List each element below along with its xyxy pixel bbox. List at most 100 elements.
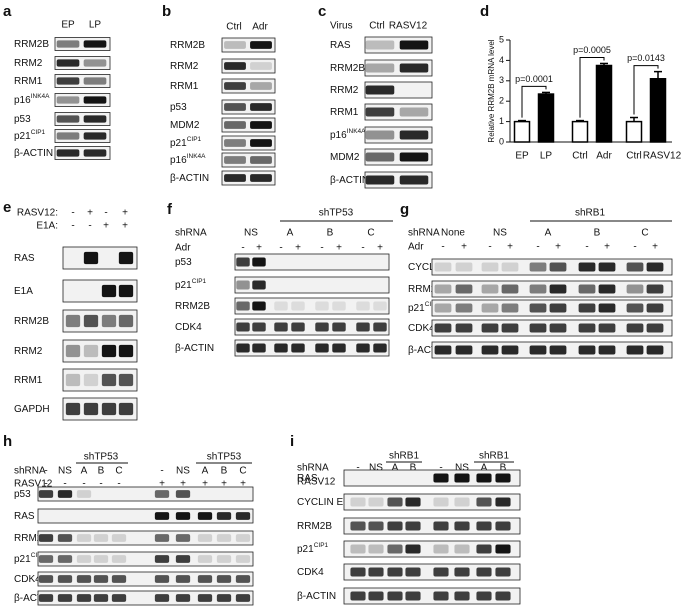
row-label: RRM2B: [170, 40, 205, 51]
band: [250, 121, 272, 129]
row-label-text: RRM2: [170, 61, 199, 72]
band: [578, 284, 596, 294]
band: [365, 175, 395, 185]
band: [235, 575, 251, 583]
row-label: RRM2B: [408, 284, 443, 295]
blot-strip: [62, 368, 138, 392]
group-label: shRB1: [389, 451, 419, 462]
row-label: CYCLIN E: [297, 497, 343, 508]
row-label: RRM2: [14, 58, 43, 69]
band: [578, 323, 596, 333]
row-label: p53: [14, 489, 31, 500]
band: [529, 262, 547, 272]
condition-value: NS: [455, 463, 469, 474]
blot-strip: [343, 587, 521, 605]
band: [216, 512, 232, 520]
band: [368, 591, 384, 601]
significance-bracket: [521, 85, 547, 118]
band: [154, 490, 170, 498]
condition-value: NS: [493, 228, 507, 239]
row-label-sup: INK4A: [31, 93, 50, 100]
band: [332, 343, 346, 353]
condition-value: +: [604, 242, 610, 253]
error-bar: [654, 70, 662, 79]
condition-label: shRNA: [14, 466, 46, 477]
band: [175, 490, 191, 498]
band: [365, 63, 395, 73]
blot-strip: [343, 563, 521, 581]
band: [57, 555, 73, 563]
band: [250, 41, 272, 49]
row-label-text: MDM2: [330, 152, 360, 163]
band: [598, 345, 616, 355]
band: [454, 497, 470, 507]
band: [481, 345, 499, 355]
condition-value: -: [441, 242, 444, 253]
band: [578, 262, 596, 272]
band: [476, 544, 492, 554]
band: [83, 77, 107, 85]
band: [57, 534, 73, 542]
group-label: shTP53: [207, 452, 242, 463]
row-label: p53: [170, 102, 187, 113]
condition-value: Ctrl: [369, 21, 385, 32]
condition-value: A: [481, 463, 488, 474]
condition-value: -: [71, 208, 74, 219]
row-label: p21CIP1: [170, 136, 202, 148]
condition-value: NS: [244, 228, 258, 239]
condition-value: +: [122, 208, 128, 219]
band: [175, 594, 191, 602]
band: [433, 544, 449, 554]
band: [111, 555, 127, 563]
band: [118, 402, 134, 416]
condition-value: -: [356, 463, 359, 474]
significance-bracket: [579, 56, 605, 118]
row-label: p53: [175, 257, 192, 268]
row-label-text: RRM2B: [408, 284, 443, 295]
condition-value: Adr: [252, 22, 268, 33]
row-label-text: p21: [170, 138, 187, 149]
row-label-text: p53: [170, 102, 187, 113]
row-label-text: p21: [14, 554, 31, 565]
blot-strip: [234, 253, 390, 271]
condition-value: B: [500, 463, 507, 474]
row-label-sup: CIP1: [314, 542, 329, 549]
band: [332, 322, 346, 332]
band: [598, 284, 616, 294]
band: [356, 301, 370, 311]
row-label: CDK4: [408, 323, 435, 334]
condition-value: +: [461, 242, 467, 253]
row-label: RRM1: [14, 375, 43, 386]
band: [250, 103, 272, 111]
condition-value: -: [82, 479, 85, 490]
band: [350, 521, 366, 531]
row-label: RRM2B: [14, 316, 49, 327]
condition-value: -: [88, 221, 91, 232]
band: [154, 534, 170, 542]
blot-strip: [234, 318, 390, 336]
band: [332, 301, 346, 311]
band: [38, 594, 54, 602]
band: [373, 301, 387, 311]
band: [549, 323, 567, 333]
band: [236, 322, 250, 332]
condition-value: +: [122, 221, 128, 232]
condition-label: RASV12: [297, 477, 336, 488]
row-label-text: RRM2: [14, 58, 43, 69]
band: [365, 130, 395, 140]
condition-value: -: [536, 242, 539, 253]
x-tick-label: Ctrl: [572, 151, 588, 162]
condition-value: +: [221, 479, 227, 490]
band: [175, 512, 191, 520]
panel-letter: a: [3, 3, 12, 20]
band: [250, 139, 272, 147]
condition-value: +: [159, 479, 165, 490]
band: [495, 544, 511, 554]
row-label: RRM2B: [297, 521, 332, 532]
x-tick-label: EP: [515, 151, 529, 162]
band: [315, 343, 329, 353]
error-bar: [542, 91, 550, 95]
band: [250, 62, 272, 70]
bar: [595, 64, 613, 143]
band: [175, 534, 191, 542]
